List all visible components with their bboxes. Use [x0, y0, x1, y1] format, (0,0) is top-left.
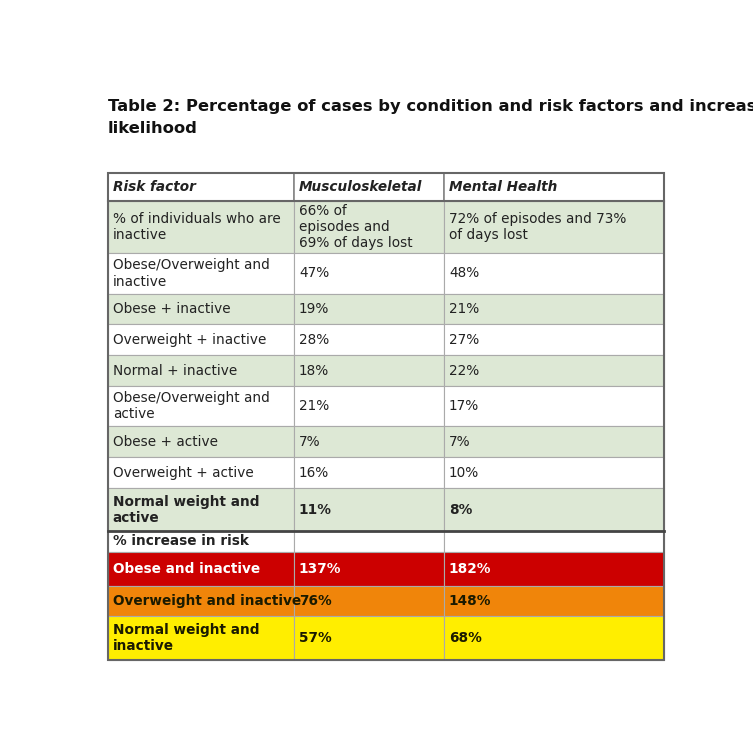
Text: Overweight + inactive: Overweight + inactive [113, 333, 266, 347]
Bar [108, 201, 294, 253]
Text: 57%: 57% [299, 631, 331, 645]
Bar [444, 488, 663, 532]
Text: Normal weight and
active: Normal weight and active [113, 495, 259, 525]
Bar [108, 294, 294, 324]
Text: % of individuals who are
inactive: % of individuals who are inactive [113, 212, 280, 242]
Text: Obese/Overweight and
inactive: Obese/Overweight and inactive [113, 258, 270, 288]
Bar [444, 173, 663, 201]
Text: 76%: 76% [299, 594, 331, 608]
Text: Mental Health: Mental Health [449, 180, 557, 194]
Text: Overweight + active: Overweight + active [113, 466, 254, 480]
Bar [294, 616, 444, 660]
Bar [294, 253, 444, 294]
Bar [294, 458, 444, 488]
Text: Risk factor: Risk factor [113, 180, 196, 194]
Bar [108, 532, 294, 551]
Bar [108, 355, 294, 386]
Bar [294, 488, 444, 532]
Bar [294, 532, 444, 551]
Bar [108, 253, 294, 294]
Bar [294, 324, 444, 355]
Bar [108, 386, 294, 426]
Bar [108, 173, 663, 660]
Bar [294, 386, 444, 426]
Bar [294, 355, 444, 386]
Text: 148%: 148% [449, 594, 491, 608]
Bar [444, 458, 663, 488]
Bar [444, 586, 663, 616]
Text: 28%: 28% [299, 333, 329, 347]
Text: Musculoskeletal: Musculoskeletal [299, 180, 422, 194]
Text: 17%: 17% [449, 399, 479, 413]
Text: Table 2: Percentage of cases by condition and risk factors and increased: Table 2: Percentage of cases by conditio… [108, 99, 753, 114]
Text: Obese and inactive: Obese and inactive [113, 562, 260, 575]
Text: 10%: 10% [449, 466, 479, 480]
Bar [444, 324, 663, 355]
Text: Obese + inactive: Obese + inactive [113, 302, 230, 316]
Text: 8%: 8% [449, 503, 472, 517]
Bar [444, 386, 663, 426]
Text: Obese + active: Obese + active [113, 435, 218, 449]
Text: 11%: 11% [299, 503, 332, 517]
Text: 22%: 22% [449, 364, 479, 377]
Bar [444, 616, 663, 660]
Bar [444, 355, 663, 386]
Text: 16%: 16% [299, 466, 329, 480]
Text: 18%: 18% [299, 364, 329, 377]
Text: 182%: 182% [449, 562, 491, 575]
Bar [294, 294, 444, 324]
Text: 27%: 27% [449, 333, 479, 347]
Bar [294, 551, 444, 586]
Bar [108, 324, 294, 355]
Bar [108, 616, 294, 660]
Text: Obese/Overweight and
active: Obese/Overweight and active [113, 391, 270, 422]
Text: likelihood: likelihood [108, 121, 198, 136]
Text: 21%: 21% [449, 302, 479, 316]
Bar [294, 201, 444, 253]
Text: Normal + inactive: Normal + inactive [113, 364, 237, 377]
Bar [444, 253, 663, 294]
Bar [294, 426, 444, 458]
Text: Overweight and inactive: Overweight and inactive [113, 594, 301, 608]
Text: 137%: 137% [299, 562, 341, 575]
Bar [294, 173, 444, 201]
Text: 19%: 19% [299, 302, 329, 316]
Text: 72% of episodes and 73%
of days lost: 72% of episodes and 73% of days lost [449, 212, 626, 242]
Text: 21%: 21% [299, 399, 329, 413]
Bar [444, 294, 663, 324]
Bar [108, 458, 294, 488]
Text: 68%: 68% [449, 631, 482, 645]
Bar [444, 201, 663, 253]
Bar [108, 488, 294, 532]
Bar [108, 586, 294, 616]
Bar [444, 426, 663, 458]
Text: 48%: 48% [449, 267, 479, 280]
Bar [108, 426, 294, 458]
Text: 7%: 7% [299, 435, 321, 449]
Bar [444, 551, 663, 586]
Text: 7%: 7% [449, 435, 471, 449]
Text: Normal weight and
inactive: Normal weight and inactive [113, 623, 259, 653]
Text: 66% of
episodes and
69% of days lost: 66% of episodes and 69% of days lost [299, 204, 413, 250]
Bar [108, 173, 294, 201]
Text: % increase in risk: % increase in risk [113, 535, 248, 548]
Text: 47%: 47% [299, 267, 329, 280]
Bar [444, 532, 663, 551]
Bar [108, 551, 294, 586]
Bar [294, 586, 444, 616]
